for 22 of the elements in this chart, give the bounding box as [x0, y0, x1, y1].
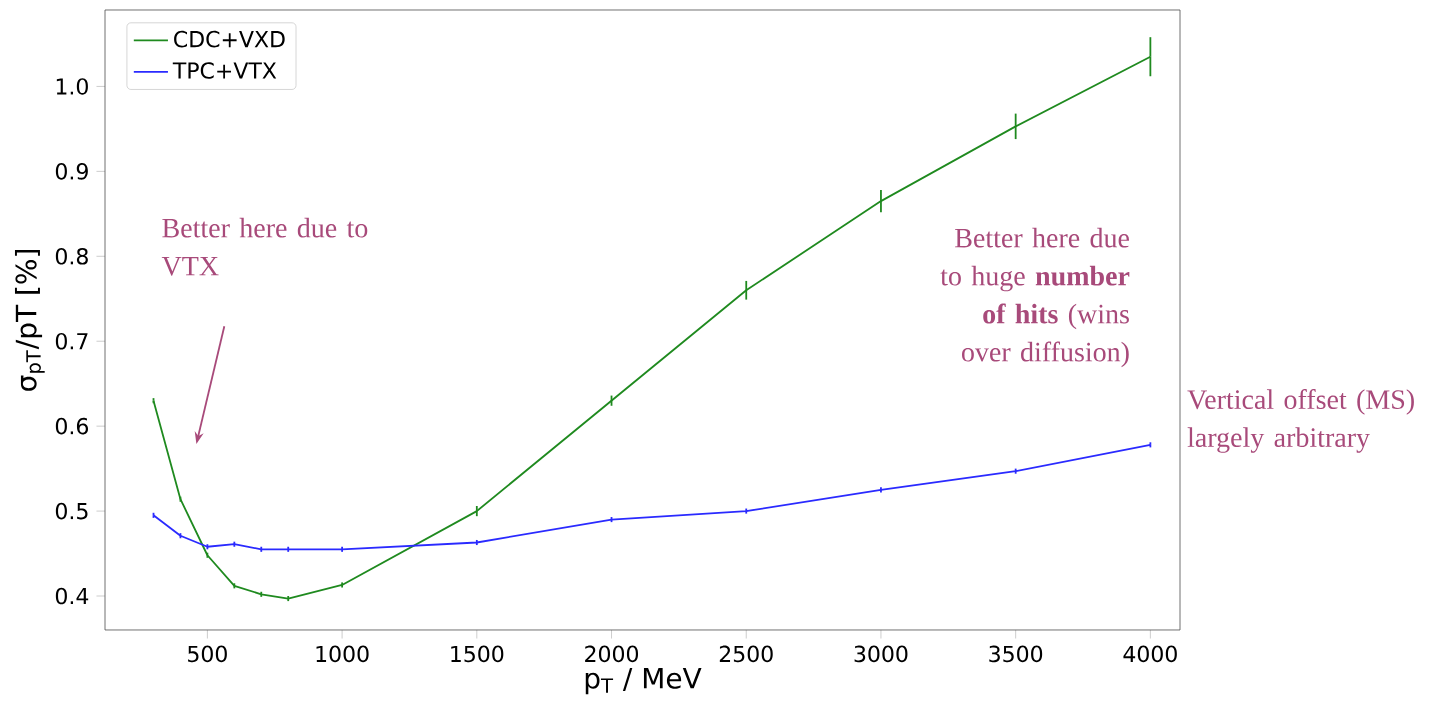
annotation: Better here due to huge number of hits (wins over diffusion)	[940, 227, 1130, 368]
legend-label: TPC+VTX	[172, 62, 277, 79]
y-tick-label: 0.4	[55, 587, 89, 605]
text: Vertical offset (MS) largely arbitrary	[1187, 389, 1414, 453]
legend-label: CDC+VXD	[174, 30, 285, 48]
x-tick-label: 1500	[451, 645, 504, 663]
y-tick-label: 0.9	[55, 163, 88, 180]
y-axis-title: σ$_{pT}$/pT [%]	[14, 250, 45, 391]
y-tick-label: 0.5	[55, 502, 88, 520]
annotation: Better here due to VTX	[161, 217, 368, 276]
x-tick-label: 500	[188, 645, 227, 663]
y-tick-label: 0.7	[55, 332, 88, 350]
x-axis-title: p$_{T}$ / MeV	[585, 667, 702, 695]
y-tick-label: 0.8	[55, 247, 88, 265]
x-tick-label: 3500	[989, 645, 1043, 663]
x-tick-label: 2000	[585, 645, 639, 663]
x-tick-label: 3000	[854, 645, 908, 663]
x-tick-label: 1000	[316, 645, 369, 663]
x-tick-label: 4000	[1123, 645, 1177, 663]
y-tick-label: 0.6	[55, 417, 89, 435]
y-tick-label: 1.0	[56, 78, 88, 95]
x-tick-label: 2500	[719, 645, 773, 663]
